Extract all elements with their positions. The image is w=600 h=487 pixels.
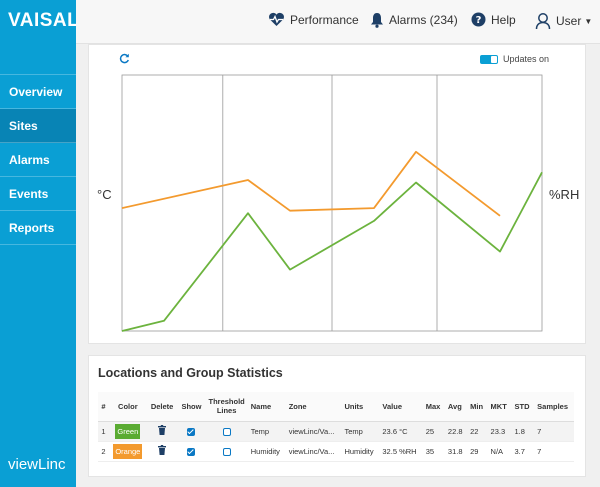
- nav-item-sites[interactable]: Sites: [0, 109, 76, 143]
- threshold-cell: [205, 441, 248, 462]
- col-samples[interactable]: Samples: [534, 392, 574, 422]
- threshold-checkbox[interactable]: [222, 427, 231, 436]
- user-menu[interactable]: User ▼: [535, 12, 592, 30]
- std-cell: 1.8: [511, 421, 535, 442]
- col-value[interactable]: Value: [379, 392, 423, 422]
- performance-label: Performance: [290, 12, 359, 27]
- trash-icon[interactable]: [158, 445, 167, 455]
- col-min[interactable]: Min: [467, 392, 488, 422]
- question-circle-icon: ?: [471, 12, 486, 27]
- statistics-panel: Locations and Group Statistics # Color D…: [88, 355, 586, 477]
- heart-pulse-icon: [269, 12, 284, 26]
- performance-button[interactable]: Performance: [268, 12, 359, 27]
- units-cell: Humidity: [341, 441, 380, 462]
- max-cell: 25: [422, 421, 445, 442]
- trend-chart[interactable]: [89, 45, 587, 345]
- chevron-down-icon: ▼: [584, 16, 593, 26]
- show-checkbox[interactable]: [187, 427, 196, 436]
- right-axis-unit: %RH: [549, 187, 580, 202]
- chart-panel: Updates on °C %RH: [88, 44, 586, 344]
- show-cell: [177, 441, 206, 462]
- name-cell: Temp: [247, 421, 286, 442]
- series-line-2[interactable]: [121, 171, 543, 332]
- mkt-cell: 23.3: [487, 421, 512, 442]
- color-swatch[interactable]: Orange: [113, 443, 143, 459]
- zone-cell: viewLinc/Va...: [285, 421, 342, 442]
- units-cell: Temp: [341, 421, 380, 442]
- threshold-cell: [205, 421, 248, 442]
- show-checkbox[interactable]: [187, 447, 196, 456]
- max-cell: 35: [422, 441, 445, 462]
- col-show[interactable]: Show: [177, 392, 206, 422]
- left-axis-unit: °C: [97, 187, 112, 202]
- min-cell: 22: [467, 421, 488, 442]
- col-number[interactable]: #: [98, 392, 109, 422]
- col-color[interactable]: Color: [108, 392, 147, 422]
- vaisala-logo[interactable]: VAISALA: [8, 10, 94, 31]
- col-avg[interactable]: Avg: [444, 392, 468, 422]
- nav-item-alarms[interactable]: Alarms: [0, 143, 76, 177]
- col-units[interactable]: Units: [341, 392, 380, 422]
- row-number: 1: [98, 421, 109, 442]
- nav-item-reports[interactable]: Reports: [0, 211, 76, 245]
- col-max[interactable]: Max: [422, 392, 445, 422]
- nav-item-events[interactable]: Events: [0, 177, 76, 211]
- col-mkt[interactable]: MKT: [487, 392, 512, 422]
- mkt-cell: N/A: [487, 441, 512, 462]
- avg-cell: 22.8: [444, 421, 468, 442]
- samples-cell: 7: [534, 421, 574, 442]
- color-swatch[interactable]: Green: [115, 423, 141, 439]
- trash-icon[interactable]: [158, 425, 167, 435]
- col-delete[interactable]: Delete: [146, 392, 178, 422]
- samples-cell: 7: [534, 441, 574, 462]
- top-bar: Performance Alarms (234) ? Help User ▼: [76, 0, 600, 44]
- sidebar: VAISALA Overview Sites Alarms Events Rep…: [0, 0, 93, 487]
- col-name[interactable]: Name: [247, 392, 286, 422]
- std-cell: 3.7: [511, 441, 535, 462]
- updates-toggle[interactable]: [480, 55, 498, 64]
- user-label: User: [556, 14, 582, 28]
- updates-label: Updates on: [503, 54, 550, 64]
- bell-icon: [371, 13, 383, 28]
- table-row[interactable]: 1 Green Temp viewLinc/Va... Temp 23.6 °C…: [98, 421, 574, 442]
- statistics-title: Locations and Group Statistics: [98, 366, 283, 380]
- table-header-row: # Color Delete Show Threshold Lines Name…: [98, 392, 574, 422]
- nav-item-overview[interactable]: Overview: [0, 75, 76, 109]
- svg-text:?: ?: [476, 15, 482, 26]
- col-threshold-lines[interactable]: Threshold Lines: [205, 392, 248, 422]
- help-label: Help: [491, 12, 516, 27]
- color-cell[interactable]: Orange: [108, 441, 147, 462]
- zone-cell: viewLinc/Va...: [285, 441, 342, 462]
- product-name: viewLinc: [8, 456, 66, 473]
- series-line-1[interactable]: [121, 150, 501, 217]
- table-row[interactable]: 2 Orange Humidity viewLinc/Va... Humidit…: [98, 441, 574, 462]
- col-zone[interactable]: Zone: [285, 392, 342, 422]
- help-button[interactable]: ? Help: [471, 12, 516, 27]
- delete-cell: [146, 421, 178, 442]
- refresh-icon[interactable]: [119, 53, 130, 64]
- delete-cell: [146, 441, 178, 462]
- min-cell: 29: [467, 441, 488, 462]
- color-cell[interactable]: Green: [108, 421, 147, 442]
- alarms-button[interactable]: Alarms (234): [370, 12, 458, 28]
- sidebar-nav: Overview Sites Alarms Events Reports: [0, 74, 76, 245]
- value-cell: 32.5 %RH: [379, 441, 423, 462]
- avg-cell: 31.8: [444, 441, 468, 462]
- user-icon: [535, 13, 551, 30]
- row-number: 2: [98, 441, 109, 462]
- alarms-label: Alarms (234): [389, 13, 458, 27]
- name-cell: Humidity: [247, 441, 286, 462]
- value-cell: 23.6 °C: [379, 421, 423, 442]
- col-std[interactable]: STD: [511, 392, 535, 422]
- statistics-table: # Color Delete Show Threshold Lines Name…: [98, 392, 574, 462]
- threshold-checkbox[interactable]: [222, 447, 231, 456]
- show-cell: [177, 421, 206, 442]
